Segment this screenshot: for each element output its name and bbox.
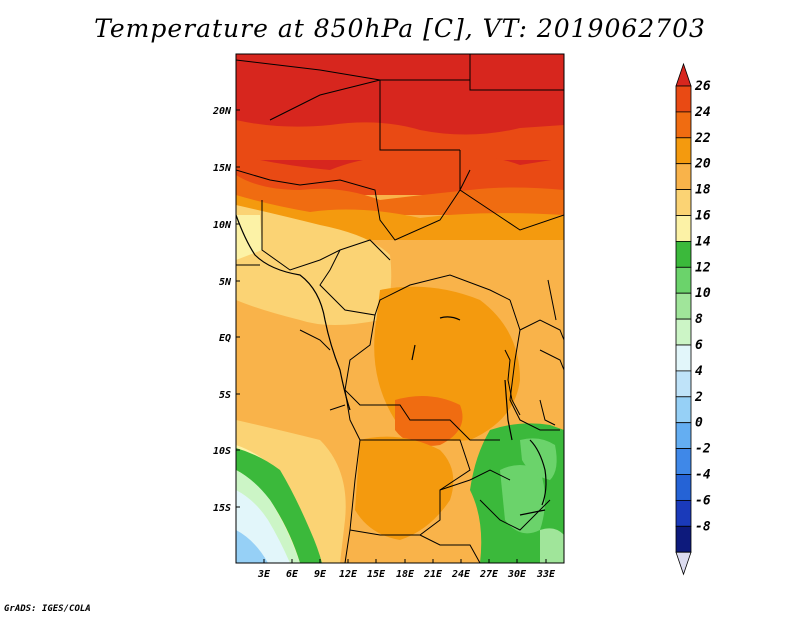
y-tick-10n: 10N xyxy=(213,220,232,231)
x-tick-6e: 6E xyxy=(286,569,299,580)
colorbar-swatch xyxy=(675,525,692,553)
band-14-coast xyxy=(236,215,262,260)
colorbar-label: 18 xyxy=(695,183,711,198)
colorbar-swatch xyxy=(675,474,692,501)
y-tick-10s: 10S xyxy=(213,446,231,457)
colorbar-label: 4 xyxy=(695,364,703,379)
colorbar-swatch xyxy=(675,344,692,372)
colorbar-swatch xyxy=(675,266,692,294)
band-10-south xyxy=(540,528,564,563)
colorbar-label: -2 xyxy=(695,442,711,457)
colorbar-label: 20 xyxy=(694,157,711,172)
x-ticks xyxy=(263,559,547,563)
y-tick-5n: 5N xyxy=(219,277,232,288)
colorbar-swatch xyxy=(675,137,692,165)
colorbar-swatch xyxy=(675,422,692,450)
colorbar-swatch xyxy=(675,499,692,527)
x-tick-33e: 33E xyxy=(536,569,556,580)
band-24b xyxy=(236,155,564,195)
y-tick-15n: 15N xyxy=(213,163,232,174)
colorbar-label: 6 xyxy=(695,338,703,353)
chart-title: Temperature at 850hPa [C], VT: 201906270… xyxy=(94,14,706,43)
colorbar-label: -8 xyxy=(695,519,711,534)
x-tick-21e: 21E xyxy=(423,569,443,580)
colorbar-swatch xyxy=(675,292,692,320)
colorbar-label: -6 xyxy=(695,493,711,508)
x-tick-9e: 9E xyxy=(314,569,327,580)
x-tick-12e: 12E xyxy=(339,569,358,580)
y-tick-15s: 15S xyxy=(213,503,231,514)
y-tick-5s: 5S xyxy=(219,390,231,401)
colorbar-label: 22 xyxy=(694,131,711,146)
colorbar-swatch xyxy=(675,448,692,475)
colorbar-swatch xyxy=(675,85,692,113)
x-tick-24e: 24E xyxy=(451,569,471,580)
band-2-ocean xyxy=(236,530,268,563)
colorbar-label: 12 xyxy=(695,260,711,275)
colorbar-swatch xyxy=(675,189,692,216)
map-frame xyxy=(235,53,565,564)
x-tick-27e: 27E xyxy=(479,569,499,580)
colorbar-label: -4 xyxy=(695,468,711,483)
colorbar-swatch xyxy=(675,215,692,242)
country-borders xyxy=(236,54,564,563)
footer-credit: GrADS: IGES/COLA xyxy=(4,604,91,614)
colorbar-swatch xyxy=(675,111,692,139)
coastline xyxy=(236,214,547,516)
y-tick-20n: 20N xyxy=(212,106,232,117)
colorbar-swatch xyxy=(675,396,692,424)
x-tick-30e: 30E xyxy=(507,569,527,580)
x-tick-18e: 18E xyxy=(396,569,415,580)
colorbar-label: 26 xyxy=(694,79,711,94)
band-12-coast xyxy=(236,448,322,563)
band-16-west xyxy=(236,205,392,325)
colorbar-swatch xyxy=(675,163,692,190)
colorbar-swatch xyxy=(675,240,692,268)
colorbar-label: 8 xyxy=(695,312,703,327)
colorbar-label: 24 xyxy=(694,105,711,120)
y-tick-eq: EQ xyxy=(219,333,231,344)
colorbar-label: 10 xyxy=(695,286,711,301)
x-tick-15e: 15E xyxy=(367,569,386,580)
colorbar-top-arrow xyxy=(675,62,692,87)
band-24 xyxy=(236,120,564,160)
colorbar-label: 14 xyxy=(695,234,711,249)
temperature-field xyxy=(236,54,564,563)
x-tick-3e: 3E xyxy=(257,569,271,580)
band-20-south xyxy=(355,436,454,540)
colorbar-swatch xyxy=(675,318,692,346)
colorbar-bottom-arrow xyxy=(675,551,692,576)
colorbar-swatch xyxy=(675,370,692,398)
colorbar-label: 16 xyxy=(695,209,711,224)
band-10-lake xyxy=(520,438,557,480)
band-22-core xyxy=(395,396,463,446)
colorbar-label: 2 xyxy=(694,390,703,405)
y-ticks xyxy=(236,109,240,508)
colorbar-label: 0 xyxy=(695,416,703,431)
